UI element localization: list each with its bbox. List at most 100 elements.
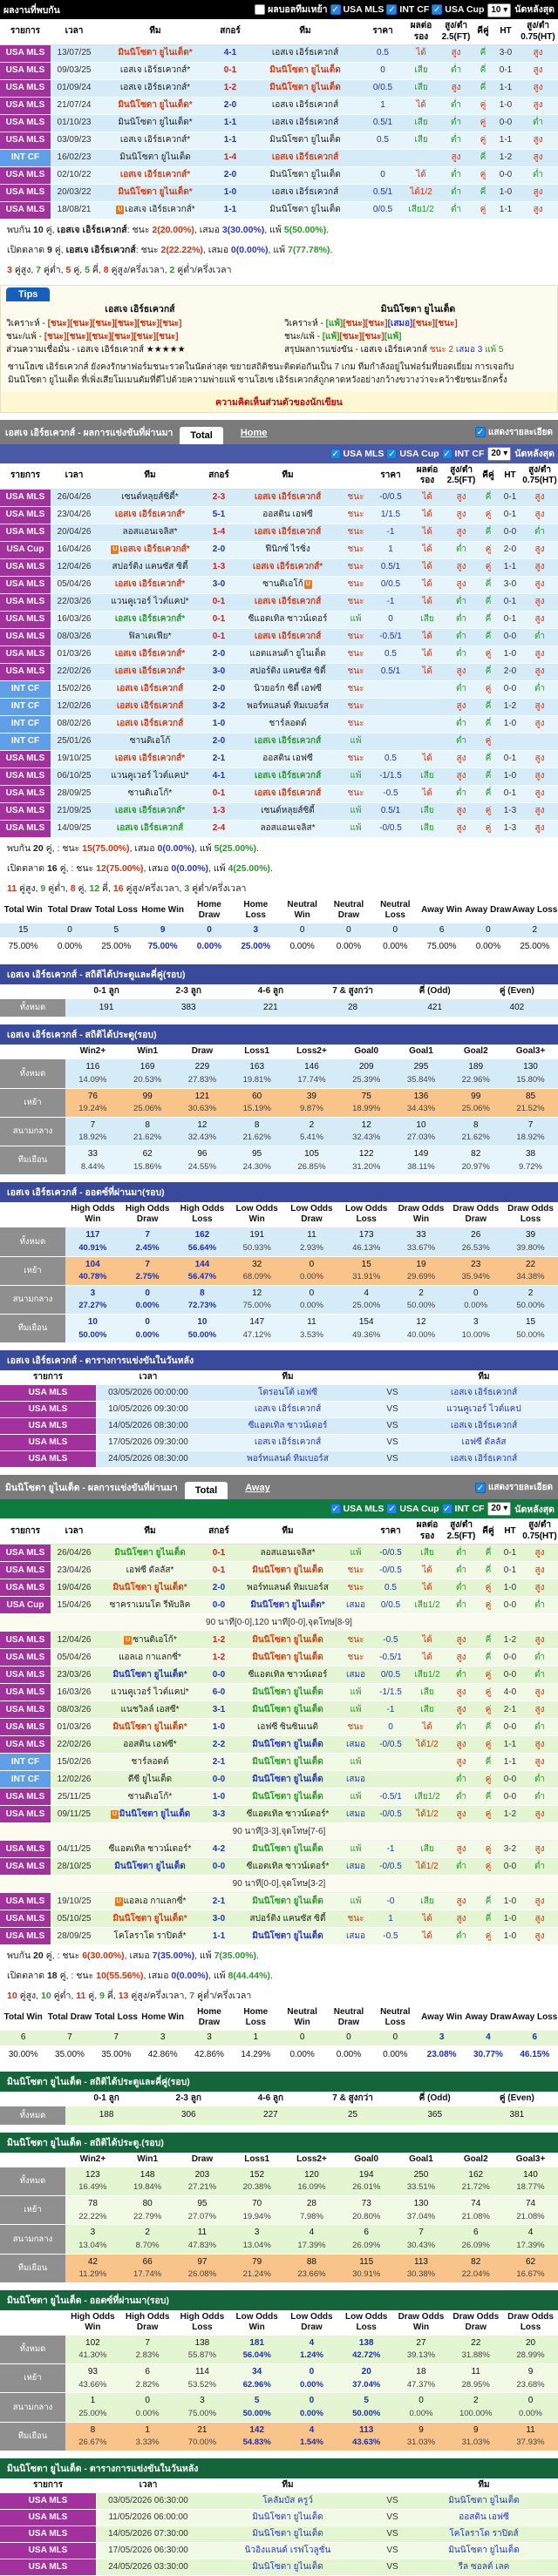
odd-even: คี่ (485, 614, 492, 624)
handicap-price: 0.5/1 (372, 118, 393, 128)
away-team: นิวยอร์ก ซิตี้ เอฟซี (235, 682, 340, 697)
match-result: แพ้ (350, 1704, 362, 1714)
stats-value: 5 (113, 924, 119, 935)
text-segment: , แพ้ (268, 245, 288, 255)
matrix-row: ทั้งหมด 102 41.30% 7 2.83% 138 55.87% 181 56.04%… (0, 2335, 558, 2365)
matrix-cell-percent: 10.00% (461, 1329, 490, 1340)
checked-checkbox[interactable]: ✓ (386, 4, 398, 16)
checked-checkbox[interactable]: ✓ (441, 1504, 453, 1515)
team-name: มินนิโซตา ยูไนเต็ด* (112, 1582, 187, 1592)
away-team-link[interactable]: เอฟซี ดัลลัส (461, 1437, 507, 1448)
matrix-cell-percent: 15.19% (242, 1104, 271, 1114)
matrix-cell-percent: 33.67% (406, 1242, 436, 1253)
over-under-ft: ต่ำ (450, 65, 462, 76)
odd-even: คู่ (485, 649, 492, 659)
halftime-score: 0-1 (503, 754, 517, 763)
checked-checkbox[interactable]: ✓ (386, 1504, 398, 1515)
home-team-link[interactable]: มินนิโซตา ยูไนเต็ด (252, 2561, 323, 2572)
matrix-cell-count: 4 (309, 2337, 315, 2348)
last-matches-select[interactable]: 20 ▾ (487, 1502, 512, 1517)
matrix-cell: 229 27.83% (175, 1059, 230, 1087)
away-team-link[interactable]: เอสเจ เอิร์ธเควกส์ (450, 1388, 518, 1398)
matrix-cell-count: 2 (527, 1288, 534, 1298)
match-result: ชนะ (347, 666, 364, 676)
home-team-link[interactable]: มินนิโซตา ยูไนเต็ด (252, 2528, 323, 2539)
matrix-cell: 138 55.87% (175, 2336, 230, 2363)
results-summary: พบกัน 20 คู่, : ชนะ 6(30.00%), เสมอ 7(35… (0, 1945, 558, 2005)
odd-even: คู่ (485, 684, 492, 693)
match-row: USA MLS 22/02/26 ออสติน เอฟซี* 2-2 มินนิโซตา… (0, 1736, 558, 1755)
checked-checkbox[interactable]: ✓ (330, 4, 341, 16)
over-under-ht (521, 740, 558, 742)
matrix-cell-count: 113 (359, 2424, 374, 2435)
matrix-cell-count: 20 (361, 2367, 371, 2377)
matrix-cell-count: 0 (473, 1288, 479, 1298)
away-team-link[interactable]: รีล ซอลต์ เลค (458, 2561, 510, 2572)
matrix-cell-count: 2 (145, 2228, 150, 2238)
matrix-cell: 22 31.88% (448, 2336, 503, 2363)
matrix-cell: 115 30.91% (339, 2255, 394, 2282)
goaloe-value: 221 (263, 1002, 278, 1012)
away-team-link[interactable]: ออสติน เอฟซี (459, 2512, 509, 2522)
over-under-ft: สูง (456, 1634, 466, 1645)
matrix-cell-count: 78 (87, 2199, 98, 2209)
away-team-link[interactable]: แวนคูเวอร์ ไวต์แคป (446, 1404, 521, 1415)
checked-checkbox[interactable]: ✓ (474, 427, 486, 438)
matrix-cell: 70 19.94% (229, 2196, 284, 2224)
odd-even: คี่ (485, 1565, 492, 1575)
tab-total[interactable]: Total (184, 1482, 228, 1500)
team-name: เอสเจ เอิร์ธเควกส์ (254, 771, 322, 781)
home-team-link[interactable]: เอสเจ เอิร์ธเควกส์ (254, 1404, 322, 1415)
home-team-link[interactable]: มินนิโซตา ยูไนเต็ด (252, 2512, 323, 2522)
matrix-cell-count: 74 (471, 2199, 481, 2209)
home-team-link[interactable]: โคลัมบัส ครูว์ (262, 2495, 313, 2505)
away-team-link[interactable]: มินนิโซตา ยูไนเต็ด (448, 2495, 520, 2505)
league-filter-label: USA MLS (343, 1504, 384, 1515)
matrix-cell: 2 50.00% (503, 1286, 558, 1314)
tab-total[interactable]: Total (180, 426, 223, 444)
matrix-cell: 1 3.33% (120, 2423, 175, 2451)
matrix-cell-count: 146 (304, 1062, 319, 1072)
handicap-result: ได้1/2 (416, 1739, 439, 1749)
tab-away[interactable]: Away (245, 1483, 270, 1494)
matrix-cell: 62 15.86% (120, 1146, 175, 1174)
checked-checkbox[interactable]: ✓ (330, 448, 341, 459)
tips-tab[interactable]: Tips (6, 287, 51, 301)
competition-badge: USA MLS (0, 593, 51, 611)
matrix-cell-percent: 26.08% (187, 2269, 217, 2280)
matrix-cell-percent: 2.45% (135, 1242, 160, 1253)
team-name: สปอร์ติง แคนซัส ซิตี้ (249, 666, 326, 676)
unchecked-checkbox[interactable] (255, 4, 266, 16)
away-team-link[interactable]: เอสเจ เอิร์ธเควกส์ (450, 1421, 518, 1431)
checked-checkbox[interactable]: ✓ (441, 448, 453, 459)
away-team-link[interactable]: โคโลราโด ราปิดส์ (449, 2528, 519, 2539)
match-result: ชนะ (347, 579, 364, 589)
match-result: ชนะ (347, 719, 364, 728)
home-team-link[interactable]: ซีแอตเทิล ซาวน์เดอร์ (248, 1421, 328, 1431)
home-team-link[interactable]: พอร์ทแลนด์ ทิมเบอร์ส (247, 1454, 329, 1464)
checked-checkbox[interactable]: ✓ (432, 4, 443, 16)
checked-checkbox[interactable]: ✓ (386, 448, 398, 459)
home-team-link[interactable]: โตรอนโต้ เอฟซี (257, 1388, 317, 1398)
checked-checkbox[interactable]: ✓ (330, 1504, 341, 1515)
away-team-link[interactable]: เอสเจ เอิร์ธเควกส์ (450, 1454, 518, 1464)
matrix-cell-count: 3 (90, 1288, 96, 1298)
over-under-ft: ต่ำ (450, 205, 462, 215)
matrix-cell-percent: 35.84% (406, 1074, 436, 1085)
tab-home[interactable]: Home (240, 427, 268, 438)
away-team: มินนิโซตา ยูไนเต็ด (235, 1842, 340, 1857)
handicap-result: เสีย (420, 1704, 434, 1714)
halftime-score (499, 740, 521, 742)
team-name: เอสเจ เอิร์ธเควกส์ (116, 823, 184, 833)
matrix-header-row: Win2+ Win1 Draw Loss1 Loss2+ Goal0 Goal1 Goal2 G… (0, 2152, 558, 2167)
away-team-link[interactable]: มินนิโซตา ยูไนเต็ด (448, 2545, 520, 2555)
matrix-cell-count: 42 (87, 2256, 98, 2267)
last-matches-select[interactable]: 20 ▾ (487, 446, 512, 461)
last-matches-select[interactable]: 10 ▾ (487, 3, 512, 17)
checked-checkbox[interactable]: ✓ (474, 1482, 486, 1493)
home-team-link[interactable]: นิวอิงแลนด์ เรฟโวลูชั่น (244, 2545, 331, 2555)
matrix-cell-percent: 27.27% (78, 1301, 107, 1311)
matrix-cell-percent: 25.00% (78, 2408, 107, 2418)
matrix-cell: 146 17.74% (284, 1059, 339, 1087)
home-team-link[interactable]: เอสเจ เอิร์ธเควกส์ (254, 1437, 322, 1448)
